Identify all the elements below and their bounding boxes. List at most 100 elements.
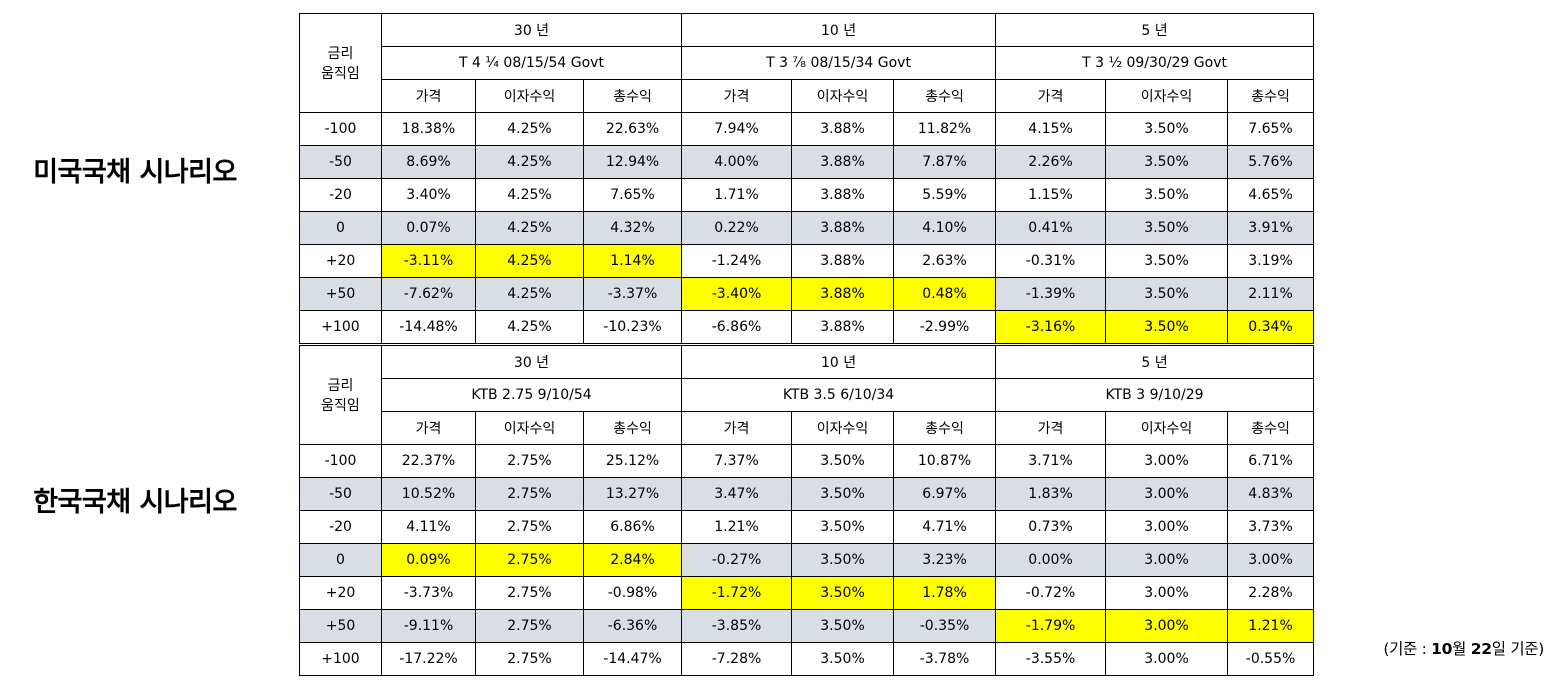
value-cell: -1.79% [995, 609, 1107, 643]
column-header: 가격 [681, 411, 793, 445]
value-cell: 6.71% [1227, 444, 1315, 478]
header-row-columns: 가격 이자수익 총수익 가격 이자수익 총수익 가격 이자수익 총수익 [300, 79, 1315, 113]
value-cell: 0.48% [893, 277, 997, 311]
rate-movement-cell: -20 [299, 510, 382, 544]
value-cell: 2.63% [893, 244, 997, 278]
value-cell: 4.00% [681, 145, 793, 179]
value-cell: 2.84% [582, 543, 683, 577]
value-cell: 3.88% [791, 310, 895, 344]
column-header: 이자수익 [791, 411, 895, 445]
bond-name-header: T 4 ¼ 08/15/54 Govt [380, 46, 683, 80]
column-header: 가격 [681, 79, 793, 113]
value-cell: 2.75% [475, 543, 584, 577]
value-cell: -3.11% [381, 244, 476, 278]
value-cell: 3.91% [1227, 211, 1315, 245]
value-cell: 3.50% [1105, 145, 1229, 179]
value-cell: 3.50% [1105, 211, 1229, 245]
value-cell: 4.25% [475, 310, 584, 344]
bond-name-header: T 3 ½ 09/30/29 Govt [995, 46, 1315, 80]
value-cell: 4.25% [475, 211, 584, 245]
value-cell: -0.27% [681, 543, 793, 577]
rate-movement-cell: -20 [299, 178, 382, 212]
value-cell: 7.37% [681, 444, 793, 478]
value-cell: 0.09% [381, 543, 476, 577]
value-cell: -3.16% [995, 310, 1107, 344]
value-cell: 6.86% [582, 510, 683, 544]
note-mid: 월 [1452, 640, 1471, 658]
value-cell: 1.83% [995, 477, 1107, 511]
table-row: -20 4.11% 2.75% 6.86% 1.21% 3.50% 4.71% 0.73% 3.… [299, 510, 1315, 544]
value-cell: 12.94% [582, 145, 683, 179]
rate-movement-cell: 0 [299, 543, 382, 577]
value-cell: 4.10% [893, 211, 997, 245]
table-row: +20 -3.11% 4.25% 1.14% -1.24% 3.88% 2.63% -0.31… [299, 244, 1315, 278]
value-cell: 10.52% [381, 477, 476, 511]
value-cell: 2.75% [475, 576, 584, 610]
table-row: -50 10.52% 2.75% 13.27% 3.47% 3.50% 6.97% 1.83%… [299, 477, 1315, 511]
bond-name-header: T 3 ⅞ 08/15/34 Govt [681, 46, 997, 80]
value-cell: 3.00% [1105, 444, 1229, 478]
value-cell: 3.88% [791, 211, 895, 245]
column-header: 이자수익 [475, 411, 584, 445]
us-scenario-label: 미국국채 시나리오 [33, 157, 237, 188]
value-cell: 3.23% [893, 543, 997, 577]
value-cell: 4.15% [995, 112, 1107, 146]
value-cell: 6.97% [893, 477, 997, 511]
column-header: 가격 [381, 79, 476, 113]
value-cell: 4.11% [381, 510, 476, 544]
kr-scenario-label: 한국국채 시나리오 [33, 487, 237, 518]
column-header: 총수익 [893, 411, 997, 445]
value-cell: -3.78% [893, 642, 997, 676]
value-cell: 22.37% [381, 444, 476, 478]
rate-movement-header: 금리 움직임 [299, 13, 382, 113]
value-cell: 3.50% [1105, 277, 1229, 311]
value-cell: 3.00% [1105, 609, 1229, 643]
value-cell: -14.48% [381, 310, 476, 344]
value-cell: 5.59% [893, 178, 997, 212]
value-cell: 0.34% [1227, 310, 1315, 344]
value-cell: 3.50% [1105, 310, 1229, 344]
column-header: 이자수익 [1105, 411, 1229, 445]
value-cell: 0.41% [995, 211, 1107, 245]
value-cell: 2.28% [1227, 576, 1315, 610]
reference-date-note: (기준 : 10월 22일 기준) [1383, 637, 1544, 659]
value-cell: 3.00% [1105, 543, 1229, 577]
tenor-header: 10 년 [681, 345, 997, 379]
value-cell: 2.75% [475, 444, 584, 478]
value-cell: 2.26% [995, 145, 1107, 179]
tenor-header: 30 년 [380, 13, 683, 47]
value-cell: -7.28% [681, 642, 793, 676]
value-cell: 2.75% [475, 609, 584, 643]
header-row-bond: T 4 ¼ 08/15/54 Govt T 3 ⅞ 08/15/34 Govt T … [300, 46, 1315, 80]
value-cell: 3.88% [791, 277, 895, 311]
rate-movement-cell: -100 [299, 444, 382, 478]
value-cell: 8.69% [381, 145, 476, 179]
table-row: +50 -9.11% 2.75% -6.36% -3.85% 3.50% -0.35% -1.… [299, 609, 1315, 643]
value-cell: 3.50% [1105, 244, 1229, 278]
header-row-bond: KTB 2.75 9/10/54 KTB 3.5 6/10/34 KTB 3 9/1… [300, 378, 1315, 412]
table-row: 0 0.07% 4.25% 4.32% 0.22% 3.88% 4.10% 0.41% 3.50… [299, 211, 1315, 245]
rate-movement-cell: -50 [299, 145, 382, 179]
value-cell: -17.22% [381, 642, 476, 676]
tenor-header: 5 년 [995, 345, 1315, 379]
column-header: 이자수익 [791, 79, 895, 113]
rate-movement-cell: +100 [299, 642, 382, 676]
column-header: 이자수익 [475, 79, 584, 113]
value-cell: -0.55% [1227, 642, 1315, 676]
value-cell: 0.07% [381, 211, 476, 245]
value-cell: 1.14% [582, 244, 683, 278]
value-cell: 3.50% [1105, 178, 1229, 212]
column-header: 가격 [381, 411, 476, 445]
value-cell: 1.21% [1227, 609, 1315, 643]
value-cell: 2.75% [475, 642, 584, 676]
value-cell: 3.50% [791, 477, 895, 511]
value-cell: 3.00% [1105, 477, 1229, 511]
note-month: 10 [1431, 640, 1453, 658]
value-cell: 3.50% [791, 444, 895, 478]
value-cell: -9.11% [381, 609, 476, 643]
table-row: +50 -7.62% 4.25% -3.37% -3.40% 3.88% 0.48% -1.3… [299, 277, 1315, 311]
column-header: 총수익 [582, 79, 683, 113]
value-cell: 3.00% [1227, 543, 1315, 577]
